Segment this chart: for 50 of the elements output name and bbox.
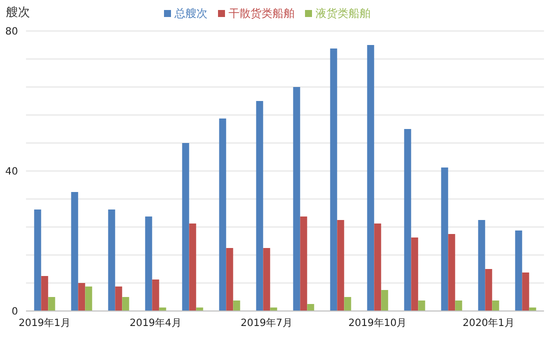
bar (374, 224, 382, 311)
bar (418, 300, 426, 311)
bar (85, 286, 92, 311)
bar (226, 248, 234, 311)
bar (219, 118, 226, 311)
bar (189, 224, 196, 311)
legend-label: 干散货类船舶 (228, 7, 294, 20)
bar (293, 87, 300, 311)
legend-label: 液货类船舶 (316, 7, 370, 20)
y-tick-label: 40 (5, 166, 18, 178)
bar (522, 272, 530, 311)
x-tick-label: 2020年1月 (462, 317, 514, 330)
bar (455, 300, 462, 311)
y-axis-title: 艘次 (6, 4, 30, 21)
bar (182, 143, 190, 311)
bar (478, 220, 486, 311)
bar (441, 168, 448, 311)
bar (404, 129, 412, 311)
bar (492, 300, 500, 311)
bar (145, 216, 152, 311)
legend-label: 总艘次 (174, 7, 208, 20)
bar (337, 220, 344, 311)
x-tick-label: 2019年1月 (18, 317, 70, 330)
y-tick-label: 0 (12, 306, 18, 318)
bar (115, 286, 122, 311)
bar (344, 297, 352, 311)
bar (485, 269, 492, 311)
bar (367, 45, 374, 311)
bar (78, 283, 86, 311)
bar (263, 248, 270, 311)
x-tick-label: 2019年7月 (240, 317, 292, 330)
bar (233, 300, 240, 311)
bar (256, 101, 264, 311)
bar (381, 290, 388, 311)
bar (108, 210, 116, 311)
bar (300, 216, 308, 311)
bar (122, 297, 130, 311)
bar (48, 297, 56, 311)
x-tick-label: 2019年4月 (130, 317, 182, 330)
bar (152, 280, 160, 311)
bar (41, 276, 48, 311)
bar (411, 238, 418, 311)
bar (34, 210, 42, 311)
bar (307, 304, 314, 311)
y-tick-label: 80 (5, 26, 18, 38)
bar (448, 234, 456, 311)
bar (515, 230, 522, 311)
bar (71, 192, 78, 311)
bar (330, 48, 338, 311)
x-tick-label: 2019年10月 (348, 317, 407, 330)
